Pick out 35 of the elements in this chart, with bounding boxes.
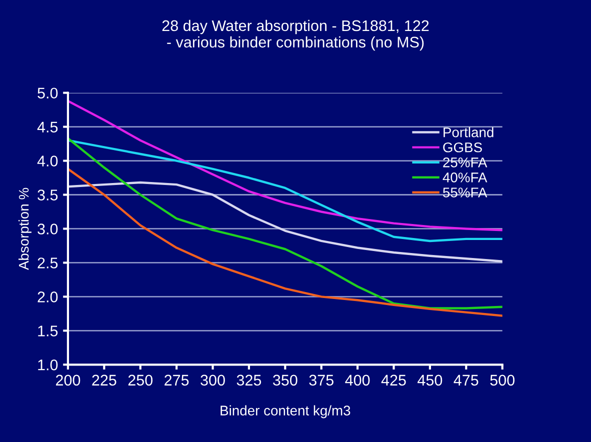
chart-title: 28 day Water absorption - BS1881, 122 - various binder combinations (no MS) [162, 20, 429, 51]
line-series [68, 181, 502, 262]
x-tick-label: 325 [236, 374, 262, 386]
legend-label: Portland [444, 127, 494, 138]
y-axis-title: Absorption % [18, 188, 32, 270]
x-tick-label: 375 [309, 374, 334, 386]
y-tick-label: 2.5 [38, 258, 58, 268]
x-tick-label: 425 [381, 374, 406, 386]
x-tick-label: 450 [418, 374, 442, 386]
line-series [68, 139, 502, 242]
line-series [68, 137, 502, 310]
x-tick-label: 500 [490, 374, 514, 386]
y-tick-label: 1.0 [38, 360, 58, 370]
legend-label: GGBS [443, 142, 482, 152]
x-tick-label: 300 [200, 374, 225, 386]
legend-label: 40%FA [442, 172, 488, 182]
y-tick-label: 1.5 [38, 326, 58, 336]
y-tick-label: 2.0 [38, 292, 58, 302]
y-tick-label: 5.0 [38, 88, 58, 99]
x-tick-label: 200 [56, 374, 80, 386]
x-tick-label: 350 [272, 374, 298, 386]
legend-label: 55%FA [443, 188, 488, 198]
x-axis-title: Binder content kg/m3 [220, 405, 350, 418]
line-series [68, 100, 502, 232]
y-tick-label: 3.0 [38, 224, 58, 234]
line-series [68, 168, 502, 317]
x-tick-label: 225 [92, 374, 116, 386]
x-tick-label: 275 [164, 374, 189, 386]
y-tick-label: 3.5 [38, 190, 58, 200]
legend-label: 25%FA [443, 157, 488, 168]
y-tick-label: 4.5 [37, 122, 58, 132]
x-tick-label: 475 [454, 374, 478, 386]
x-tick-label: 250 [128, 374, 153, 386]
x-tick-label: 400 [345, 374, 370, 386]
y-tick-label: 4.0 [37, 156, 58, 166]
